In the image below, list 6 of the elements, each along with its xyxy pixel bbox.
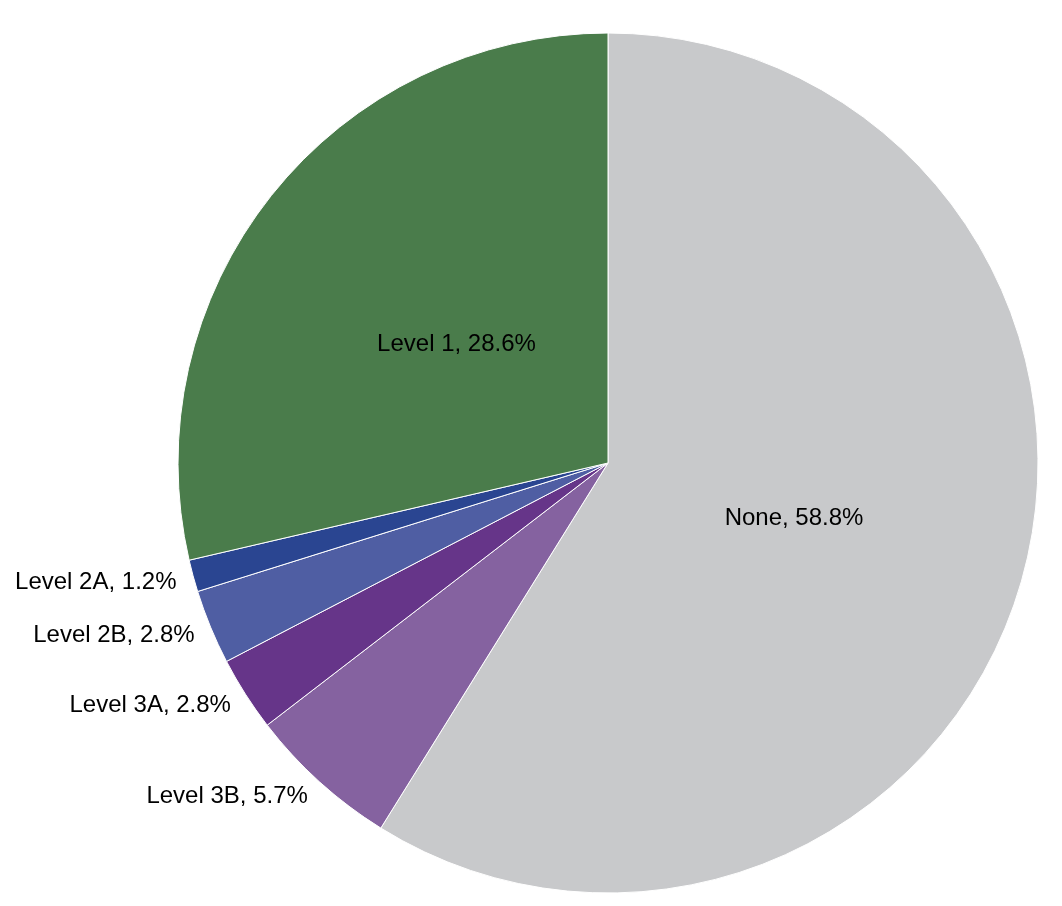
slice-label: None, 58.8%: [724, 502, 864, 530]
slice-label: Level 1, 28.6%: [377, 329, 536, 357]
slice-label: Level 3B, 5.7%: [146, 780, 308, 808]
slice-label: Level 3A, 2.8%: [69, 689, 231, 717]
slice-label: Level 2B, 2.8%: [33, 620, 195, 648]
slice-label: Level 2A, 1.2%: [15, 566, 177, 594]
